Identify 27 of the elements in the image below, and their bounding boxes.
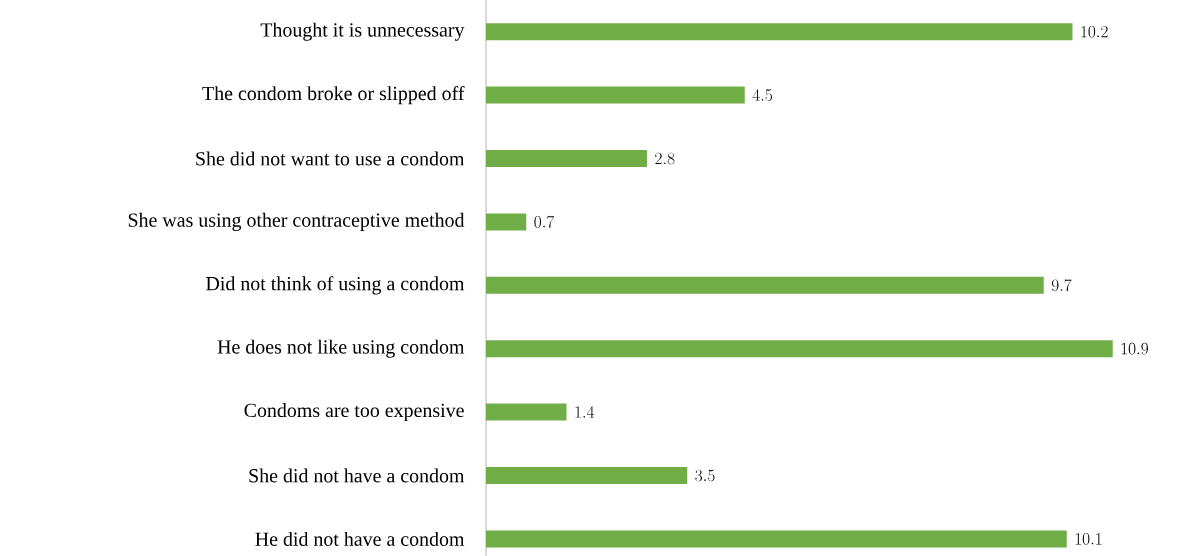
y-tick-label: He does not like using condom bbox=[217, 339, 465, 358]
bar bbox=[486, 530, 1067, 548]
data-label: 10.2 bbox=[1081, 25, 1108, 38]
data-label: 4.5 bbox=[752, 89, 773, 101]
data-label: 9.7 bbox=[1051, 279, 1072, 292]
y-tick-label: She was using other contraceptive method bbox=[128, 212, 465, 231]
bar bbox=[486, 276, 1044, 294]
y-tick-label: Thought it is unnecessary bbox=[260, 22, 465, 41]
bar bbox=[486, 150, 647, 167]
data-label: 0.7 bbox=[534, 215, 555, 228]
bar bbox=[486, 86, 745, 104]
bar bbox=[486, 403, 567, 421]
data-label: 1 .4 bbox=[575, 406, 595, 418]
y-tick-label: He did not have a condom bbox=[255, 531, 465, 546]
y-tick-label: Condoms are too expensive bbox=[244, 403, 464, 422]
data-label: 2.8 bbox=[655, 152, 675, 165]
y-tick-label: She did not have a condom bbox=[249, 468, 465, 483]
y-tick-label: She did not want to use a condom bbox=[196, 151, 465, 166]
data-label: 3.5 bbox=[695, 469, 715, 482]
y-tick-label: Did not think of using a condom bbox=[206, 276, 465, 295]
bar bbox=[486, 23, 1073, 41]
data-label: 10. 1 bbox=[1075, 533, 1102, 545]
bar bbox=[486, 466, 688, 484]
bar bbox=[486, 213, 527, 231]
y-tick-label: The condom broke or slipped off bbox=[202, 85, 465, 105]
bar bbox=[486, 340, 1113, 358]
data-label: 10.9 bbox=[1121, 342, 1148, 355]
